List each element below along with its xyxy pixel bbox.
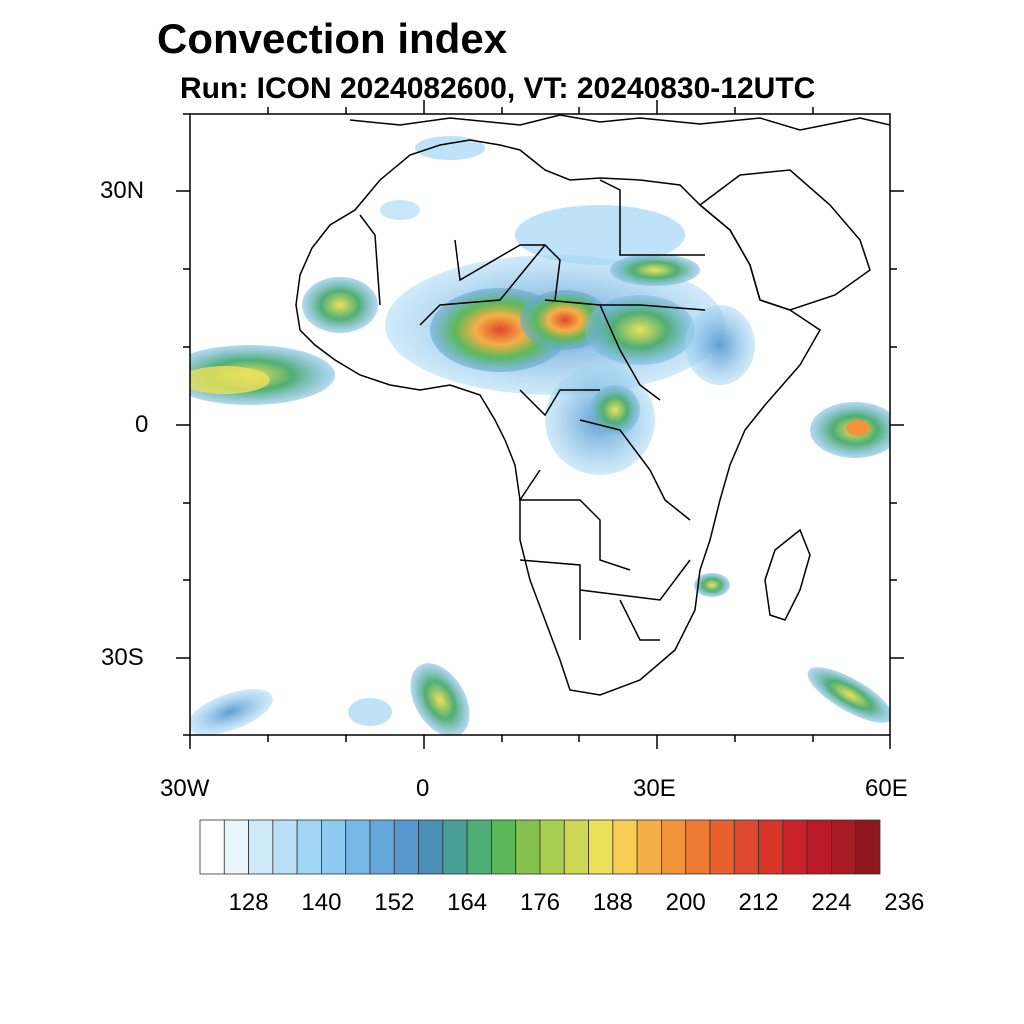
colorbar-label: 212 [738,889,779,916]
colorbar-label: 224 [811,889,852,916]
coastlines [295,114,890,696]
lat-label-0: 0 [135,411,149,438]
chart-subtitle: Run: ICON 2024082600, VT: 20240830-12UTC [180,72,816,105]
colorbar-label: 140 [301,889,342,916]
colorbar-label: 200 [665,889,706,916]
colorbar-label: 236 [884,889,925,916]
colorbar-label: 164 [447,889,488,916]
convection-field [190,136,890,735]
colorbar-label: 128 [228,889,269,916]
lon-label-30w: 30W [160,775,210,802]
colorbar-label: 188 [592,889,633,916]
colorbar-label: 152 [374,889,415,916]
colorbar-label: 176 [519,889,561,916]
lon-label-0: 0 [416,775,430,802]
lat-label-30n: 30N [100,177,145,204]
axis-ticks [176,100,904,749]
lat-label-30s: 30S [101,644,144,671]
lon-label-60e: 60E [865,775,908,802]
chart-title: Convection index [157,15,508,62]
lon-label-30e: 30E [633,775,676,802]
